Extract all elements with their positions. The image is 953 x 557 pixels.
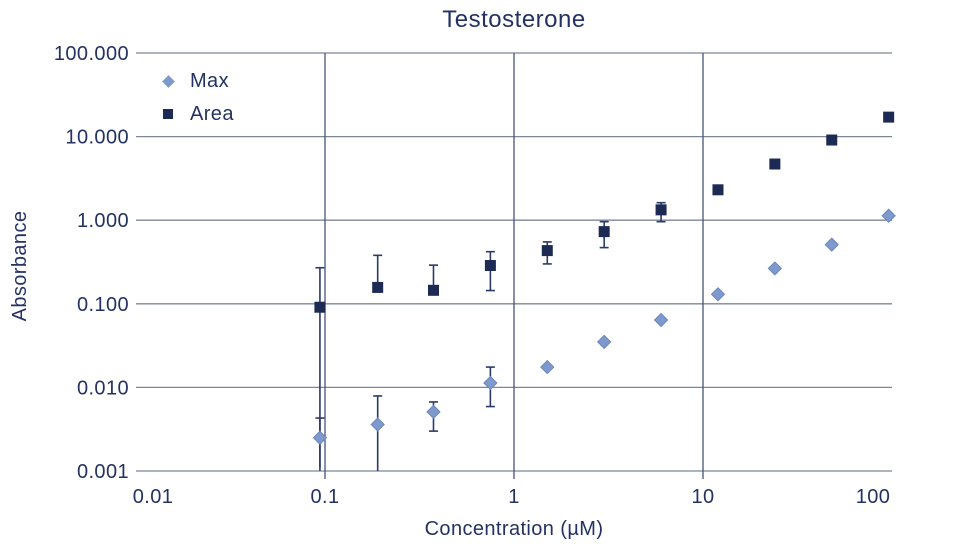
data-point-area: [427, 284, 439, 296]
chart-title: Testosterone: [442, 6, 586, 33]
data-point-max: [596, 334, 612, 350]
x-tick-label: 0.1: [310, 486, 339, 508]
legend-label-area: Area: [190, 102, 234, 125]
legend-item-max: Max: [160, 68, 234, 94]
data-point-area: [314, 301, 326, 313]
diamond-marker-icon: [161, 74, 175, 88]
data-point-area: [598, 226, 610, 238]
y-tick-label: 0.100: [77, 294, 129, 316]
data-point-max: [483, 375, 498, 391]
data-point-max: [653, 312, 669, 328]
x-tick-label: 0.01: [133, 486, 174, 508]
data-point-max: [426, 404, 441, 420]
data-point-area: [541, 245, 553, 257]
data-point-max: [824, 237, 839, 252]
data-point-area: [769, 158, 781, 170]
square-marker-icon: [163, 109, 173, 119]
legend: Max Area: [160, 68, 234, 127]
data-point-max: [767, 261, 783, 276]
legend-icon-cell: [160, 109, 176, 119]
x-tick-label: 1: [508, 486, 520, 508]
legend-label-max: Max: [190, 69, 229, 92]
data-point-area: [883, 111, 895, 123]
data-point-max: [312, 430, 328, 445]
y-tick-label: 0.001: [77, 461, 129, 483]
data-point-max: [881, 208, 896, 223]
data-point-max: [710, 287, 726, 302]
data-point-area: [712, 184, 724, 196]
x-axis-title: Concentration (µM): [424, 518, 604, 540]
y-tick-label: 10.000: [65, 127, 129, 149]
legend-item-area: Area: [160, 101, 234, 127]
x-tick-label: 10: [691, 486, 714, 508]
y-tick-label: 1.000: [77, 210, 129, 232]
data-point-area: [484, 260, 496, 272]
y-tick-label: 100.000: [54, 43, 129, 65]
data-point-max: [370, 417, 385, 432]
y-tick-label: 0.010: [77, 377, 129, 399]
y-axis-title: Absorbance: [9, 210, 31, 322]
data-point-area: [655, 204, 667, 216]
data-point-area: [826, 134, 838, 146]
data-point-area: [372, 281, 384, 293]
x-tick-label: 100: [856, 486, 891, 508]
data-point-max: [540, 359, 555, 375]
legend-icon-cell: [160, 74, 176, 88]
